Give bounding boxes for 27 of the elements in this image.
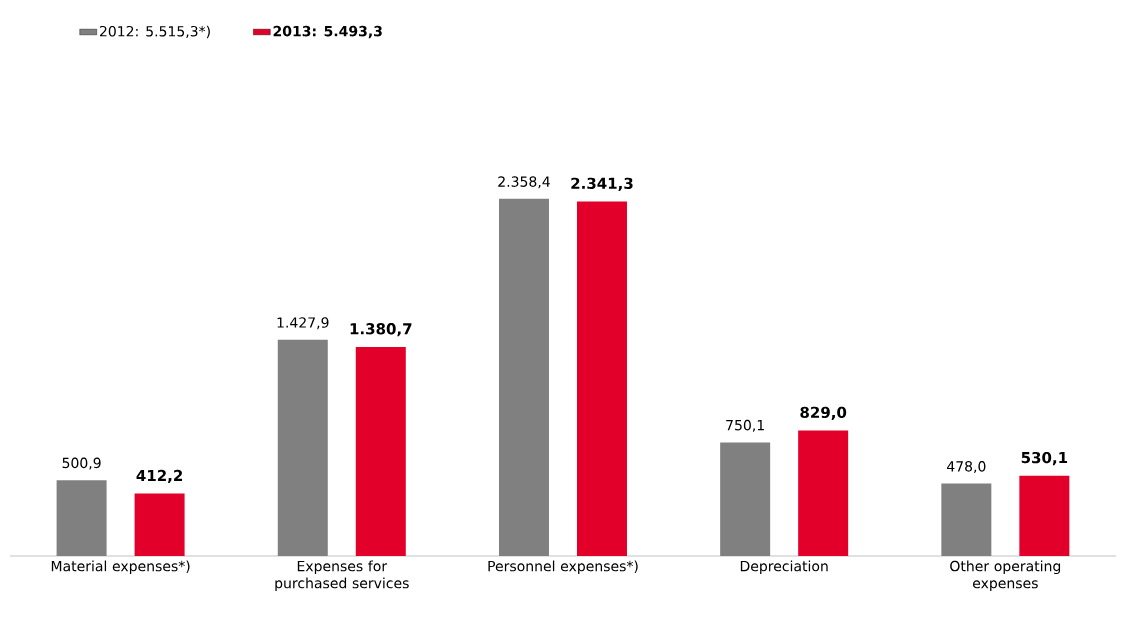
bar xyxy=(498,198,549,556)
data-label: 750,1 xyxy=(726,419,764,432)
data-label: 530,1 xyxy=(1021,451,1068,466)
x-tick-label: Expenses for purchased services xyxy=(275,560,409,592)
bar xyxy=(798,430,849,556)
data-label: 2.341,3 xyxy=(571,177,633,191)
bar xyxy=(576,201,627,556)
data-label: 2.358,4 xyxy=(498,176,550,189)
x-tick-label: Personnel expenses*) xyxy=(488,560,638,575)
bar xyxy=(355,346,406,556)
legend-label: 2012: 5.515,3*) xyxy=(99,25,210,39)
legend-label: 2013: 5.493,3 xyxy=(273,25,382,39)
x-tick-label: Material expenses*) xyxy=(51,560,190,575)
bar xyxy=(277,339,328,556)
data-label: 1.380,7 xyxy=(350,323,412,337)
data-label: 500,9 xyxy=(62,457,101,470)
x-tick-label: Depreciation xyxy=(740,560,828,575)
data-label: 829,0 xyxy=(800,406,847,420)
data-label: 412,2 xyxy=(136,469,183,484)
data-label: 478,0 xyxy=(947,461,986,474)
bar xyxy=(941,483,992,556)
bar xyxy=(56,480,107,556)
bar xyxy=(1019,475,1070,556)
x-tick-label: Other operating expenses xyxy=(950,560,1061,592)
data-label: 1.427,9 xyxy=(277,317,329,330)
bar xyxy=(720,442,771,556)
bar xyxy=(134,493,185,556)
